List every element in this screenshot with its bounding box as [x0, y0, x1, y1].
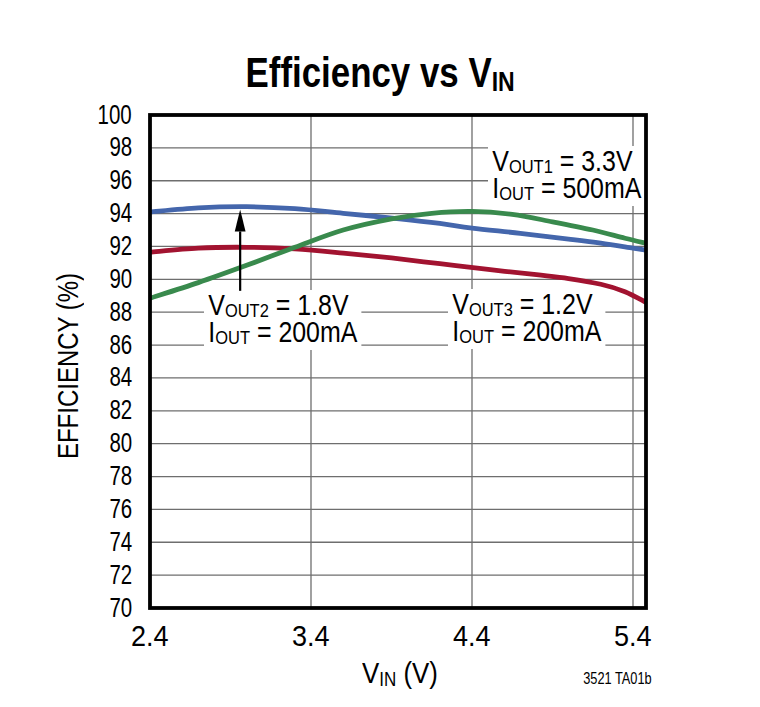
figure-number: 3521 TA01b — [0, 671, 652, 687]
lt-efficiency-chart: Efficiency vs VIN 1009896949290888684828… — [0, 0, 760, 707]
annotation-arrow-head — [235, 209, 246, 231]
chart-border-and-arrow — [0, 0, 760, 707]
y-axis-label: EFFICIENCY (%) — [51, 250, 85, 483]
plot-border — [150, 115, 646, 608]
